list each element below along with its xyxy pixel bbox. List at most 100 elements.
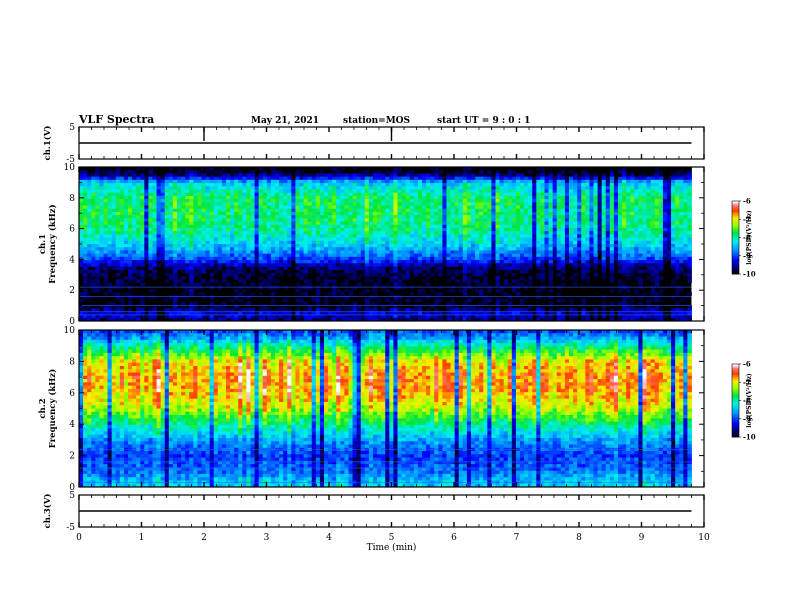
- psd-cell: [266, 192, 272, 197]
- psd-cell: [450, 189, 456, 194]
- psd-cell: [340, 253, 345, 258]
- psd-cell: [389, 244, 394, 248]
- psd-cell: [177, 295, 182, 299]
- psd-cell: [336, 179, 341, 184]
- psd-cell: [209, 179, 215, 184]
- psd-cell: [560, 218, 566, 222]
- psd-cell: [352, 179, 358, 184]
- psd-cell: [209, 250, 215, 255]
- psd-cell: [483, 224, 488, 229]
- psd-cell: [385, 224, 390, 229]
- psd-cell: [303, 221, 309, 226]
- psd-cell: [373, 272, 378, 277]
- psd-cell: [409, 231, 415, 235]
- psd-cell: [328, 314, 333, 319]
- psd-cell: [328, 279, 333, 283]
- psd-cell: [238, 266, 243, 271]
- psd-cell: [103, 266, 108, 271]
- psd-cell: [393, 314, 398, 319]
- psd-cell: [417, 269, 423, 274]
- psd-cell: [536, 256, 541, 261]
- psd-cell: [250, 202, 255, 206]
- psd-cell: [328, 263, 333, 267]
- psd-cell: [426, 186, 431, 190]
- psd-cell: [454, 208, 460, 213]
- psd-cell: [140, 218, 145, 222]
- psd-cell: [152, 208, 157, 213]
- psd-cell: [483, 237, 488, 242]
- psd-cell: [499, 202, 505, 206]
- psd-cell: [393, 253, 398, 258]
- psd-cell: [344, 279, 349, 283]
- psd-cell: [128, 205, 133, 210]
- psd-cell: [299, 301, 304, 306]
- psd-cell: [495, 279, 500, 283]
- psd-cell: [401, 173, 407, 178]
- psd-cell: [254, 234, 260, 238]
- psd-cell: [536, 247, 541, 251]
- psd-cell: [564, 253, 570, 258]
- psd-cell: [201, 308, 206, 312]
- psd-cell: [295, 237, 300, 242]
- psd-cell: [119, 195, 125, 200]
- psd-cell: [315, 237, 321, 242]
- psd-cell: [373, 170, 378, 174]
- psd-cell: [450, 221, 456, 226]
- psd-cell: [532, 240, 537, 245]
- psd-cell: [193, 260, 198, 264]
- psd-cell: [201, 263, 206, 267]
- psd-cell: [536, 218, 541, 222]
- psd-cell: [246, 240, 251, 245]
- psd-cell: [189, 224, 194, 229]
- psd-cell: [185, 189, 190, 194]
- psd-cell: [458, 179, 464, 184]
- psd-cell: [319, 224, 325, 229]
- psd-cell: [201, 224, 206, 229]
- psd-cell: [364, 211, 370, 216]
- psd-cell: [250, 218, 255, 222]
- psd-cell: [168, 234, 174, 238]
- psd-cell: [364, 253, 370, 258]
- psd-cell: [226, 173, 231, 178]
- psd-cell: [115, 282, 121, 287]
- psd-cell: [152, 221, 157, 226]
- psd-cell: [238, 205, 243, 210]
- psd-cell: [230, 215, 235, 219]
- psd-cell: [483, 231, 488, 235]
- psd-cell: [303, 186, 309, 190]
- psd-cell: [479, 308, 484, 312]
- psd-cell: [589, 183, 594, 187]
- psd-cell: [405, 276, 411, 280]
- psd-cell: [491, 211, 496, 216]
- psd-cell: [319, 186, 325, 190]
- psd-cell: [119, 304, 125, 309]
- psd-cell: [197, 237, 202, 242]
- psd-cell: [479, 176, 484, 181]
- psd-cell: [573, 282, 578, 287]
- psd-cell: [426, 311, 431, 315]
- psd-cell: [185, 317, 190, 322]
- psd-cell: [368, 192, 374, 197]
- psd-cell: [499, 260, 505, 264]
- psd-cell: [446, 250, 451, 255]
- psd-cell: [266, 260, 272, 264]
- psd-cell: [430, 260, 435, 264]
- psd-cell: [221, 308, 227, 312]
- psd-cell: [299, 240, 304, 245]
- psd-cell: [299, 272, 304, 277]
- psd-cell: [189, 272, 194, 277]
- psd-cell: [340, 208, 345, 213]
- psd-cell: [462, 272, 468, 277]
- psd-cell: [548, 215, 554, 219]
- psd-cell: [201, 186, 206, 190]
- psd-cell: [148, 231, 153, 235]
- psd-cell: [209, 224, 215, 229]
- psd-cell: [250, 215, 255, 219]
- psd-cell: [209, 295, 215, 299]
- psd-cell: [458, 240, 464, 245]
- psd-cell: [315, 240, 321, 245]
- psd-cell: [103, 317, 108, 322]
- psd-cell: [324, 244, 329, 248]
- psd-cell: [168, 244, 174, 248]
- psd-cell: [111, 224, 117, 229]
